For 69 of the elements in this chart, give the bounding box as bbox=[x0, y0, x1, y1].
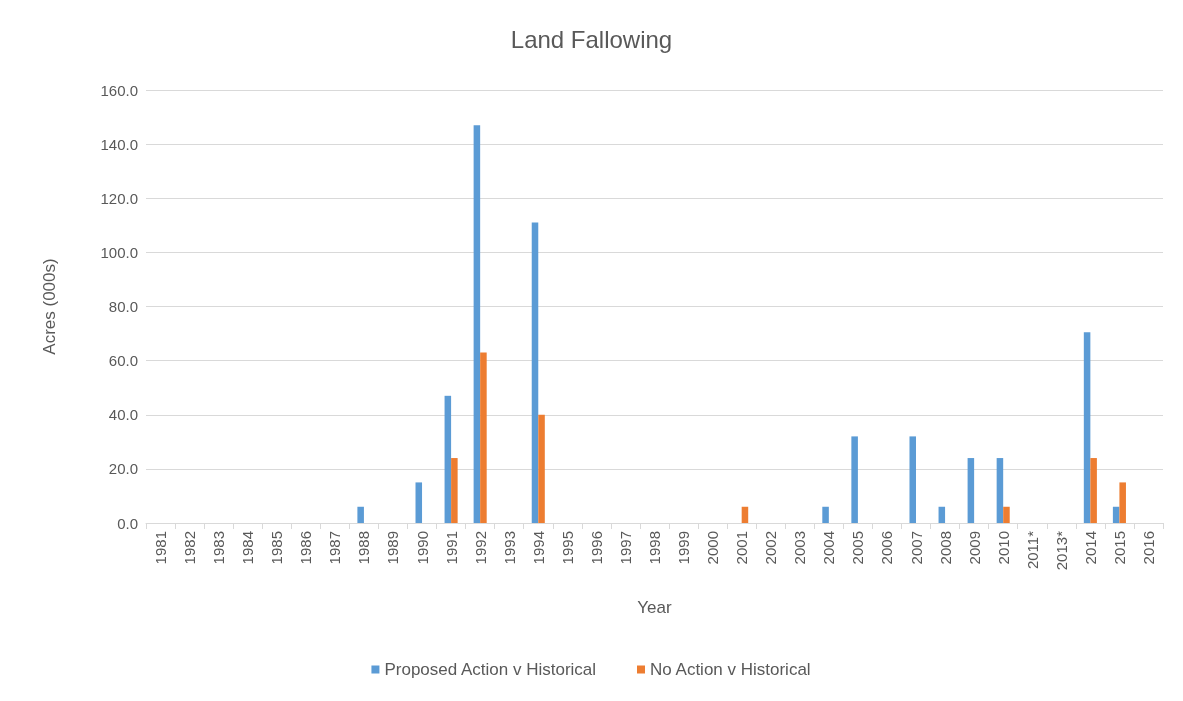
x-tick-label: 2008 bbox=[936, 531, 954, 565]
x-tick-label: 1997 bbox=[616, 531, 634, 565]
x-tick-label: 2011* bbox=[1023, 530, 1041, 570]
x-tick-label: 2015 bbox=[1110, 531, 1128, 565]
x-tick-label: 1993 bbox=[500, 531, 518, 565]
x-tick-label: 1981 bbox=[152, 531, 170, 565]
x-tick-label: 2007 bbox=[907, 531, 925, 565]
x-tick-label: 1996 bbox=[587, 531, 605, 565]
x-tick-label: 2016 bbox=[1139, 531, 1157, 565]
x-tick-label: 2006 bbox=[878, 531, 896, 565]
x-tick-label: 1986 bbox=[297, 531, 315, 565]
x-tick-label: 1999 bbox=[675, 531, 693, 565]
y-tick-label: 40.0 bbox=[108, 406, 138, 424]
y-tick-label: 160.0 bbox=[100, 81, 138, 99]
x-tick-label: 1983 bbox=[210, 531, 228, 565]
x-tick-label: 1989 bbox=[384, 531, 402, 565]
bar bbox=[1090, 458, 1097, 523]
x-tick-label: 2003 bbox=[791, 531, 809, 565]
y-tick-label: 20.0 bbox=[108, 460, 138, 478]
bar bbox=[967, 458, 975, 523]
chart-title: Land Fallowing bbox=[510, 25, 673, 53]
bar bbox=[473, 125, 481, 523]
legend-label: No Action v Historical bbox=[650, 660, 811, 679]
x-tick-label: 1991 bbox=[442, 531, 460, 565]
x-tick-label: 1990 bbox=[413, 531, 431, 565]
x-tick-label: 2010 bbox=[994, 531, 1012, 565]
bar bbox=[741, 506, 749, 523]
bar bbox=[1119, 482, 1126, 523]
bar bbox=[822, 506, 829, 523]
x-tick-label: 1985 bbox=[268, 531, 286, 565]
bar bbox=[451, 458, 458, 523]
y-tick-label: 60.0 bbox=[108, 352, 138, 370]
x-tick-label: 2004 bbox=[820, 531, 838, 565]
y-tick-label: 120.0 bbox=[100, 189, 138, 207]
y-tick-label: 100.0 bbox=[100, 243, 138, 261]
legend-label: Proposed Action v Historical bbox=[384, 660, 597, 679]
x-tick-label: 1987 bbox=[326, 531, 344, 565]
bar bbox=[415, 482, 423, 523]
x-tick-label: 1982 bbox=[181, 531, 199, 565]
x-tick-label: 2013* bbox=[1052, 530, 1070, 571]
x-tick-label: 2002 bbox=[762, 531, 780, 565]
bar bbox=[938, 506, 946, 523]
x-tick-label: 1998 bbox=[646, 531, 663, 565]
x-tick-label: 2001 bbox=[733, 531, 751, 565]
x-tick-label: 1988 bbox=[355, 531, 373, 565]
x-tick-label: 2009 bbox=[965, 531, 983, 565]
bar bbox=[909, 436, 917, 523]
bar bbox=[444, 395, 452, 523]
x-tick-label: 1995 bbox=[558, 531, 576, 565]
bar bbox=[851, 436, 858, 523]
x-tick-label: 2005 bbox=[849, 531, 867, 565]
y-axis-title: Acres (000s) bbox=[40, 258, 59, 355]
bar bbox=[531, 222, 539, 523]
y-tick-label: 80.0 bbox=[108, 298, 138, 315]
bar bbox=[480, 352, 487, 523]
y-tick-label: 0.0 bbox=[117, 514, 138, 532]
bar bbox=[1112, 506, 1120, 523]
y-tick-label: 140.0 bbox=[100, 135, 138, 153]
bar bbox=[1003, 506, 1010, 523]
bar bbox=[357, 506, 364, 523]
x-tick-label: 2014 bbox=[1081, 531, 1099, 565]
bar bbox=[996, 458, 1004, 523]
x-tick-label: 1994 bbox=[529, 531, 547, 565]
x-tick-label: 2000 bbox=[704, 531, 722, 565]
bar bbox=[1083, 332, 1091, 523]
x-tick-label: 1992 bbox=[471, 531, 489, 565]
x-axis-title: Year bbox=[637, 598, 673, 617]
bar bbox=[538, 414, 545, 523]
x-tick-label: 1984 bbox=[239, 531, 257, 565]
